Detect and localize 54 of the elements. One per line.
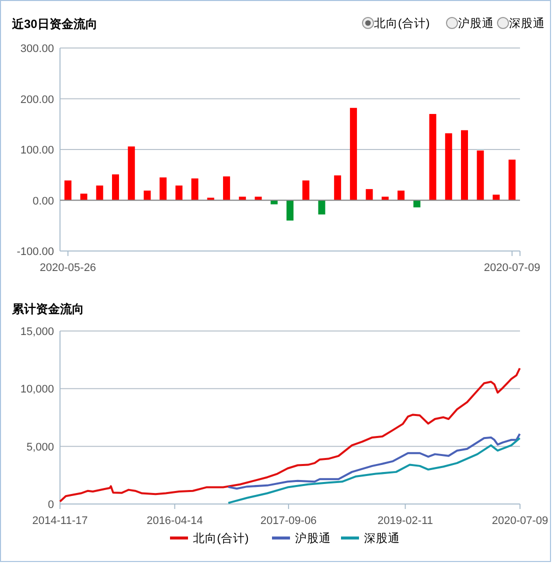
bar (398, 190, 405, 200)
bar (80, 194, 88, 200)
bar (413, 200, 420, 208)
y-tick-label: 5,000 (26, 441, 54, 454)
y-tick-label: 100.00 (20, 144, 54, 156)
bar (128, 146, 135, 200)
bar (382, 196, 389, 200)
x-tick-label: 2016-04-14 (146, 515, 203, 527)
bar (366, 189, 373, 200)
y-tick-label: 15,000 (20, 326, 54, 338)
x-tick-label: 2017-09-06 (260, 515, 317, 527)
bar (286, 200, 294, 221)
y-tick-label: 0 (48, 499, 54, 511)
legend-label: 北向(合计) (193, 532, 249, 545)
bar (429, 114, 436, 200)
bar (254, 196, 262, 200)
bar (508, 160, 516, 200)
legend-label: 沪股通 (295, 531, 331, 545)
x-tick-label: 2020-07-09 (484, 262, 540, 274)
y-tick-label: 10,000 (20, 384, 54, 396)
legend-label: 深股通 (364, 532, 400, 545)
bar (492, 194, 500, 200)
bar (350, 108, 357, 200)
bar (64, 180, 72, 200)
bar (207, 198, 214, 200)
bar (223, 176, 230, 200)
bar (191, 178, 198, 200)
bar (334, 175, 342, 200)
bar (175, 186, 182, 200)
text: 北向(合计) (374, 17, 430, 30)
x-tick-label: 2020-05-26 (40, 262, 96, 274)
bar (112, 174, 120, 200)
bar (445, 133, 452, 200)
line-series (227, 432, 521, 490)
bar (460, 130, 468, 200)
bar (144, 190, 151, 200)
y-tick-label: 0.00 (32, 195, 54, 208)
x-tick-label: 2019-02-11 (378, 515, 434, 527)
y-tick-label: 200.00 (20, 94, 54, 106)
x-tick-label: 2020-07-09 (492, 515, 548, 527)
bar (318, 200, 326, 214)
y-tick-label: -100.00 (16, 246, 54, 258)
chart-title: 近30日资金流向 (11, 17, 98, 31)
text: 深股通 (509, 17, 545, 30)
x-tick-label: 2014-11-17 (32, 515, 88, 527)
bar (302, 180, 310, 200)
y-tick-label: 300.00 (20, 43, 54, 55)
bar (160, 177, 167, 200)
text: 沪股通 (458, 16, 494, 30)
bar (238, 196, 246, 200)
line-series (227, 437, 521, 504)
bar (96, 186, 104, 200)
bar (476, 150, 484, 200)
chart-title: 累计资金流向 (11, 302, 84, 316)
